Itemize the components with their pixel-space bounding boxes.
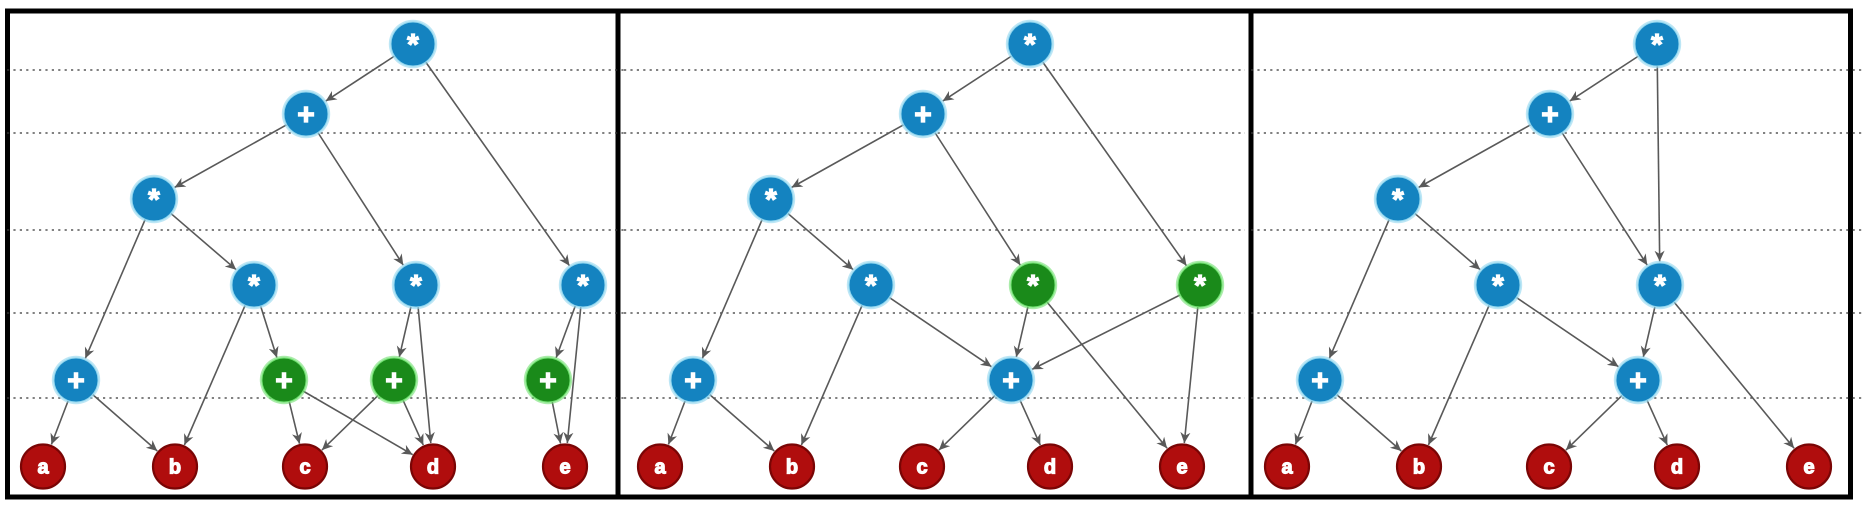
svg-text:e: e (1803, 457, 1814, 479)
svg-text:c: c (299, 457, 310, 479)
svg-text:*: * (865, 270, 877, 303)
svg-text:*: * (1027, 270, 1039, 303)
svg-text:+: + (914, 99, 932, 132)
svg-text:*: * (407, 29, 419, 62)
svg-text:*: * (410, 270, 422, 303)
svg-text:*: * (1194, 270, 1206, 303)
svg-text:+: + (385, 365, 403, 398)
svg-text:+: + (1541, 99, 1559, 132)
svg-text:*: * (577, 270, 589, 303)
svg-text:+: + (1311, 365, 1329, 398)
svg-text:e: e (559, 457, 570, 479)
svg-text:*: * (1024, 29, 1036, 62)
svg-text:d: d (1671, 457, 1683, 479)
svg-text:c: c (916, 457, 927, 479)
svg-text:c: c (1543, 457, 1554, 479)
svg-text:*: * (765, 184, 777, 217)
svg-text:a: a (654, 457, 666, 479)
svg-text:+: + (539, 365, 557, 398)
svg-text:+: + (684, 365, 702, 398)
svg-text:a: a (1281, 457, 1293, 479)
svg-text:+: + (1629, 365, 1647, 398)
svg-text:b: b (1413, 457, 1425, 479)
svg-text:*: * (148, 184, 160, 217)
svg-text:*: * (1651, 29, 1663, 62)
svg-text:*: * (1392, 184, 1404, 217)
svg-text:d: d (1044, 457, 1056, 479)
svg-text:*: * (1492, 270, 1504, 303)
svg-text:d: d (427, 457, 439, 479)
svg-text:+: + (297, 99, 315, 132)
svg-text:*: * (1654, 270, 1666, 303)
svg-text:+: + (67, 365, 85, 398)
svg-text:a: a (37, 457, 49, 479)
svg-text:*: * (248, 270, 260, 303)
svg-text:b: b (169, 457, 181, 479)
svg-text:+: + (1002, 365, 1020, 398)
svg-text:b: b (786, 457, 798, 479)
svg-text:+: + (275, 365, 293, 398)
svg-text:e: e (1176, 457, 1187, 479)
